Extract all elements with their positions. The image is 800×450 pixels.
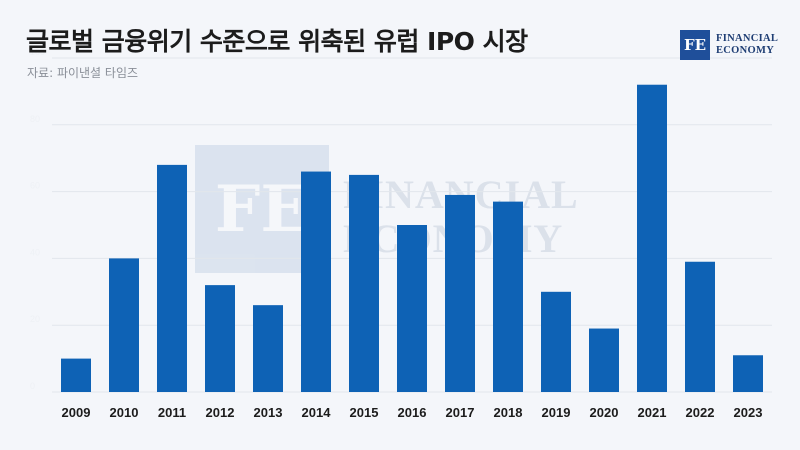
x-tick-label: 2019 [542,405,571,420]
bar-2015 [349,174,379,392]
x-tick-label: 2021 [638,405,667,420]
bar-2012 [205,285,235,392]
bar-2014 [301,171,331,392]
bar-2010 [109,258,139,392]
bar-2023 [733,355,763,392]
logo-line1: FINANCIAL [716,33,779,44]
y-tick-label: 60 [30,181,40,191]
x-tick-label: 2009 [62,405,91,420]
y-tick-label: 20 [30,314,40,324]
bar-2018 [493,201,523,392]
x-tick-label: 2023 [734,405,763,420]
y-tick-label: 40 [30,247,40,257]
bar-2019 [541,291,571,392]
bar-2009 [61,358,91,392]
y-tick-label: 80 [30,114,40,124]
x-tick-label: 2015 [350,405,379,420]
y-tick-label: 0 [30,381,35,391]
bar-2022 [685,261,715,392]
bar-2011 [157,164,187,392]
bar-2013 [253,305,283,392]
logo-line2: ECONOMY [716,45,775,56]
x-tick-label: 2016 [398,405,427,420]
bar-2016 [397,225,427,392]
x-tick-label: 2018 [494,405,523,420]
bar-2017 [445,194,475,392]
x-tick-label: 2014 [302,405,332,420]
y-tick-label: 100 [30,47,45,57]
x-tick-label: 2012 [206,405,235,420]
bar-2021 [637,84,667,392]
source-note: 자료: 파이낸셜 타임즈 [27,66,139,80]
x-tick-label: 2013 [254,405,283,420]
x-tick-label: 2017 [446,405,475,420]
x-tick-label: 2020 [590,405,619,420]
logo-text: FINANCIAL ECONOMY [716,33,778,57]
x-tick-label: 2011 [158,405,186,420]
publisher-logo: FE FINANCIAL ECONOMY [680,30,778,60]
bar-2020 [589,328,619,392]
x-tick-label: 2022 [686,405,715,420]
page-title: 글로벌 금융위기 수준으로 위축된 유럽 IPO 시장 [26,27,528,56]
x-tick-label: 2010 [110,405,139,420]
logo-mark-icon: FE [680,30,710,60]
